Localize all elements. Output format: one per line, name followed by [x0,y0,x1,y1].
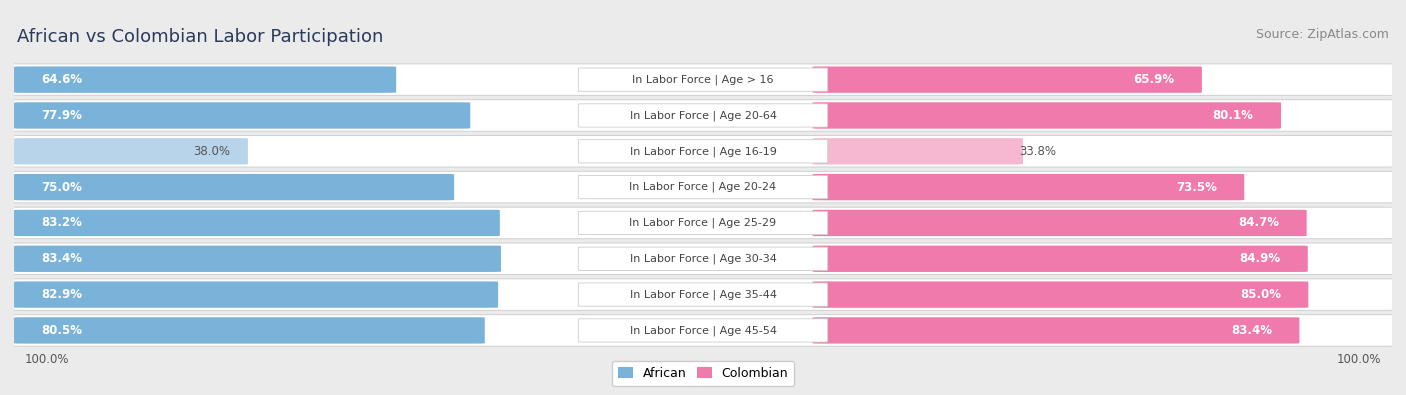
Text: In Labor Force | Age 45-54: In Labor Force | Age 45-54 [630,325,776,336]
Text: 83.2%: 83.2% [42,216,83,229]
Text: In Labor Force | Age 25-29: In Labor Force | Age 25-29 [630,218,776,228]
Text: In Labor Force | Age 16-19: In Labor Force | Age 16-19 [630,146,776,156]
Text: 84.7%: 84.7% [1239,216,1279,229]
FancyBboxPatch shape [813,246,1308,272]
FancyBboxPatch shape [14,281,498,308]
Text: In Labor Force | Age 30-34: In Labor Force | Age 30-34 [630,254,776,264]
FancyBboxPatch shape [813,317,1299,344]
FancyBboxPatch shape [578,319,828,342]
FancyBboxPatch shape [578,175,828,199]
FancyBboxPatch shape [14,246,501,272]
Text: 75.0%: 75.0% [42,181,83,194]
FancyBboxPatch shape [7,64,1399,96]
Text: 84.9%: 84.9% [1239,252,1281,265]
FancyBboxPatch shape [7,243,1399,275]
Text: 77.9%: 77.9% [42,109,83,122]
FancyBboxPatch shape [813,210,1306,236]
FancyBboxPatch shape [7,279,1399,310]
FancyBboxPatch shape [813,102,1281,129]
Text: African vs Colombian Labor Participation: African vs Colombian Labor Participation [17,28,384,46]
Text: 64.6%: 64.6% [42,73,83,86]
Text: In Labor Force | Age > 16: In Labor Force | Age > 16 [633,74,773,85]
FancyBboxPatch shape [7,135,1399,167]
Text: 100.0%: 100.0% [1337,353,1381,366]
Text: 80.5%: 80.5% [42,324,83,337]
FancyBboxPatch shape [578,104,828,127]
Text: 65.9%: 65.9% [1133,73,1174,86]
FancyBboxPatch shape [813,66,1202,93]
FancyBboxPatch shape [14,210,499,236]
FancyBboxPatch shape [14,66,396,93]
FancyBboxPatch shape [813,138,1024,164]
Text: 83.4%: 83.4% [42,252,83,265]
FancyBboxPatch shape [578,68,828,91]
FancyBboxPatch shape [578,140,828,163]
FancyBboxPatch shape [813,281,1309,308]
FancyBboxPatch shape [7,207,1399,239]
Text: In Labor Force | Age 20-24: In Labor Force | Age 20-24 [630,182,776,192]
FancyBboxPatch shape [578,247,828,271]
Text: In Labor Force | Age 35-44: In Labor Force | Age 35-44 [630,290,776,300]
FancyBboxPatch shape [7,315,1399,346]
Text: 85.0%: 85.0% [1240,288,1281,301]
FancyBboxPatch shape [7,100,1399,131]
Text: 100.0%: 100.0% [25,353,69,366]
Legend: African, Colombian: African, Colombian [612,361,794,386]
FancyBboxPatch shape [14,317,485,344]
FancyBboxPatch shape [14,174,454,200]
Text: In Labor Force | Age 20-64: In Labor Force | Age 20-64 [630,110,776,121]
FancyBboxPatch shape [7,171,1399,203]
Text: Source: ZipAtlas.com: Source: ZipAtlas.com [1256,28,1389,41]
Text: 80.1%: 80.1% [1212,109,1254,122]
FancyBboxPatch shape [14,102,470,129]
FancyBboxPatch shape [14,138,247,164]
Text: 83.4%: 83.4% [1230,324,1272,337]
Text: 33.8%: 33.8% [1019,145,1056,158]
Text: 38.0%: 38.0% [193,145,231,158]
FancyBboxPatch shape [813,174,1244,200]
FancyBboxPatch shape [578,283,828,306]
FancyBboxPatch shape [578,211,828,235]
Text: 73.5%: 73.5% [1175,181,1216,194]
Text: 82.9%: 82.9% [42,288,83,301]
